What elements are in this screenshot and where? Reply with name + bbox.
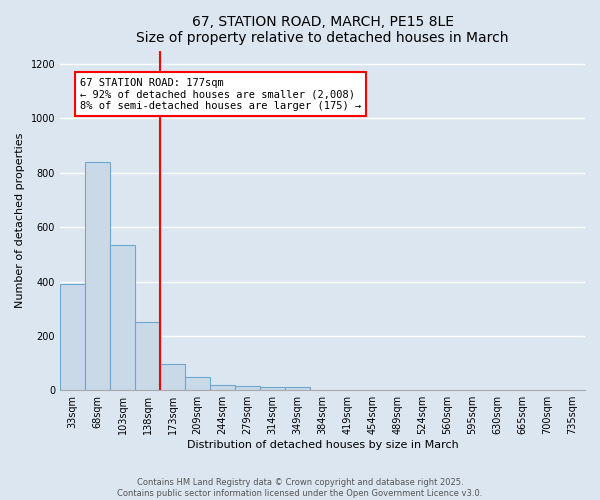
Text: 67 STATION ROAD: 177sqm
← 92% of detached houses are smaller (2,008)
8% of semi-: 67 STATION ROAD: 177sqm ← 92% of detache… <box>80 78 361 111</box>
X-axis label: Distribution of detached houses by size in March: Distribution of detached houses by size … <box>187 440 458 450</box>
Bar <box>60 284 85 390</box>
Bar <box>185 376 210 390</box>
Text: Contains HM Land Registry data © Crown copyright and database right 2025.
Contai: Contains HM Land Registry data © Crown c… <box>118 478 482 498</box>
Bar <box>135 322 160 390</box>
Bar <box>110 245 135 390</box>
Bar <box>210 385 235 390</box>
Bar <box>235 386 260 390</box>
Bar <box>285 388 310 390</box>
Bar <box>260 388 285 390</box>
Bar <box>85 162 110 390</box>
Title: 67, STATION ROAD, MARCH, PE15 8LE
Size of property relative to detached houses i: 67, STATION ROAD, MARCH, PE15 8LE Size o… <box>136 15 509 45</box>
Bar <box>160 364 185 390</box>
Y-axis label: Number of detached properties: Number of detached properties <box>15 132 25 308</box>
